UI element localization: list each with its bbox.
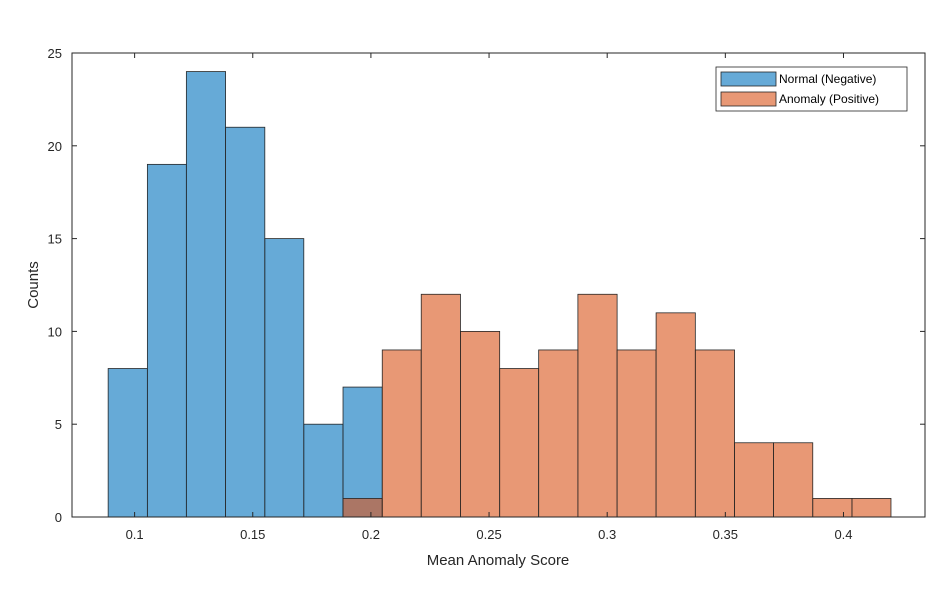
bar-anomaly-9 <box>694 349 735 518</box>
x-tick-label: 0.3 <box>598 527 616 542</box>
plot-area-frame <box>71 52 926 518</box>
x-axis-label: Mean Anomaly Score <box>427 552 570 569</box>
legend-swatch-normal <box>720 71 777 87</box>
bar-normal-2 <box>185 71 226 518</box>
x-tick-label: 0.35 <box>713 527 738 542</box>
bar-normal-6 <box>342 386 383 518</box>
x-tick-label: 0.15 <box>240 527 265 542</box>
bar-anomaly-5 <box>538 349 579 518</box>
bar-anomaly-11 <box>773 442 814 518</box>
y-tick-label: 25 <box>48 46 62 61</box>
bar-normal-5 <box>303 423 344 518</box>
y-tick-label: 15 <box>48 232 62 247</box>
legend-label-normal: Normal (Negative) <box>779 72 876 86</box>
bar-anomaly-6 <box>577 293 618 518</box>
y-tick-label: 10 <box>48 324 62 339</box>
bar-normal-3 <box>225 126 266 518</box>
y-tick-label: 5 <box>55 417 62 432</box>
bar-normal-4 <box>264 238 305 518</box>
bar-anomaly-4 <box>499 368 540 518</box>
bar-anomaly-1 <box>381 349 422 518</box>
bar-anomaly-10 <box>734 442 774 518</box>
histogram-bars <box>107 71 892 518</box>
bar-anomaly-12 <box>812 498 853 518</box>
axis-ticks: 0.1 0.15 0.2 0.25 0.3 0.35 0.4 0 5 10 15 20 25 <box>48 46 925 542</box>
y-tick-label: 0 <box>55 510 62 525</box>
x-tick-label: 0.25 <box>476 527 501 542</box>
legend: Normal (Negative) Anomaly (Positive) <box>715 66 908 112</box>
bar-normal-1 <box>146 163 187 518</box>
legend-swatch-anomaly <box>720 91 777 107</box>
bar-anomaly-8 <box>655 312 696 518</box>
bar-anomaly-3 <box>460 330 501 518</box>
x-tick-label: 0.1 <box>126 527 144 542</box>
y-axis-label: Counts <box>25 261 42 309</box>
bar-anomaly-13 <box>851 498 892 518</box>
x-tick-label: 0.2 <box>362 527 380 542</box>
bar-anomaly-7 <box>616 349 657 518</box>
y-tick-label: 20 <box>48 139 62 154</box>
x-tick-label: 0.4 <box>834 527 852 542</box>
bar-anomaly-0 <box>342 498 383 518</box>
legend-label-anomaly: Anomaly (Positive) <box>779 92 879 106</box>
bar-anomaly-2 <box>420 293 461 518</box>
bar-normal-0 <box>107 368 148 518</box>
